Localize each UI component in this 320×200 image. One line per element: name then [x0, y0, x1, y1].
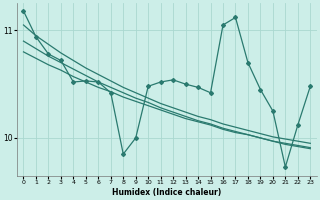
X-axis label: Humidex (Indice chaleur): Humidex (Indice chaleur) — [112, 188, 221, 197]
